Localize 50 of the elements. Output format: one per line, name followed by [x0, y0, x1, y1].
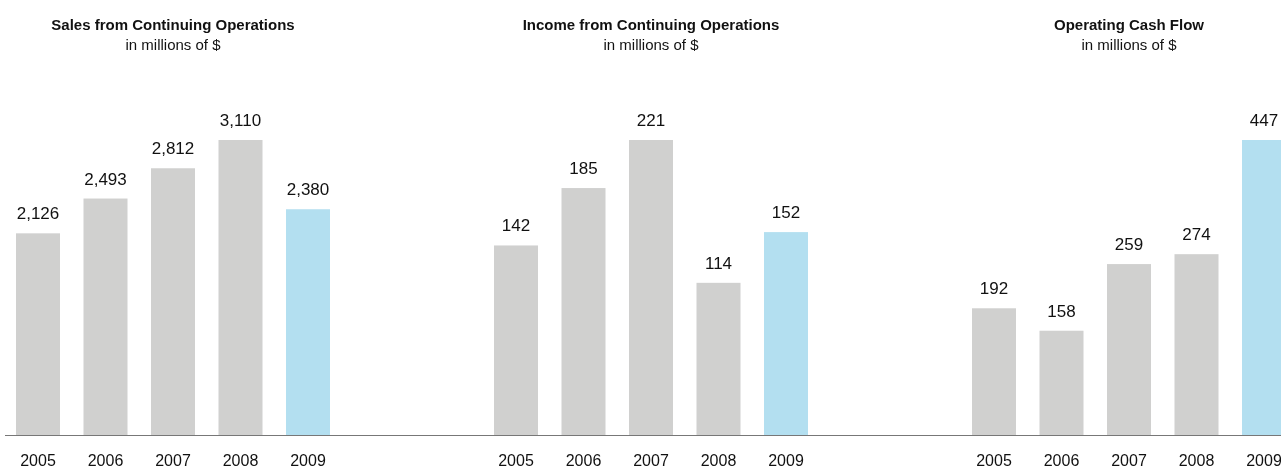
- x-tick-label: 2005: [20, 452, 56, 469]
- x-tick-label: 2007: [633, 452, 669, 469]
- x-tick-label: 2009: [1246, 452, 1281, 469]
- x-tick-label: 2005: [498, 452, 534, 469]
- bar: [972, 308, 1016, 435]
- bar: [286, 209, 330, 435]
- chart-subtitle: in millions of $: [125, 36, 222, 53]
- chart-subtitle: in millions of $: [1081, 36, 1178, 53]
- bar: [16, 233, 60, 435]
- data-label: 185: [569, 159, 598, 179]
- bar: [83, 198, 128, 435]
- data-label: 158: [1047, 301, 1076, 321]
- data-label: 3,110: [219, 111, 262, 130]
- bar: [1174, 254, 1219, 435]
- bar: [629, 140, 673, 435]
- chart-subtitle: in millions of $: [603, 36, 700, 53]
- chart-title: Income from Continuing Operations: [522, 16, 780, 33]
- x-tick-label: 2006: [87, 452, 124, 469]
- data-label: 152: [771, 203, 801, 223]
- data-label: 2,493: [84, 169, 127, 189]
- x-tick-label: 2008: [222, 452, 259, 469]
- x-tick-label: 2006: [1043, 452, 1080, 469]
- bar: [151, 168, 195, 435]
- data-label: 114: [704, 253, 733, 273]
- x-tick-label: 2007: [1111, 452, 1147, 469]
- data-label: 274: [1182, 225, 1211, 245]
- chart-title: Operating Cash Flow: [1053, 16, 1205, 33]
- x-tick-label: 2008: [700, 452, 737, 469]
- x-tick-label: 2006: [565, 452, 602, 469]
- chart-title: Sales from Continuing Operations: [51, 16, 295, 33]
- x-tick-label: 2009: [290, 452, 326, 469]
- x-tick-label: 2007: [155, 452, 191, 469]
- bar: [696, 282, 741, 435]
- data-label: 192: [979, 279, 1009, 299]
- data-label: 142: [501, 216, 531, 236]
- data-label: 2,380: [286, 180, 330, 200]
- bar: [494, 245, 538, 435]
- bar: [1039, 330, 1084, 435]
- data-label: 221: [636, 111, 666, 130]
- data-label: 2,812: [151, 139, 195, 159]
- bar: [1107, 264, 1151, 435]
- bar: [764, 232, 808, 435]
- bar: [561, 188, 606, 435]
- bar: [218, 140, 263, 435]
- x-tick-label: 2009: [768, 452, 804, 469]
- data-label: 259: [1114, 235, 1144, 255]
- data-label: 447: [1249, 111, 1279, 130]
- x-tick-label: 2005: [976, 452, 1012, 469]
- x-tick-label: 2008: [1178, 452, 1215, 469]
- data-label: 2,126: [16, 204, 60, 224]
